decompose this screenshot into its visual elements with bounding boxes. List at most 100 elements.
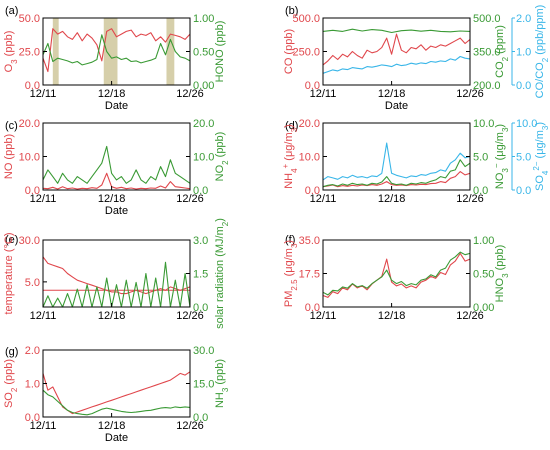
- series-line-right: [322, 28, 471, 34]
- x-axis-label: Date: [105, 100, 128, 112]
- x-tick-label: 12/18: [378, 193, 406, 205]
- y-right2-label-part: CO/CO: [534, 62, 546, 99]
- y-right-label-part: 2: [501, 56, 510, 61]
- y-right-label-part: (ppb): [214, 359, 226, 388]
- y-right-tick-label: 20.0: [193, 118, 214, 130]
- y-right-tick-label: 500.0: [473, 13, 501, 25]
- panel-letter: (c): [5, 120, 18, 132]
- y-right-axis-label: HNO3 (ppb): [494, 245, 510, 303]
- y-left-tick-label: 10.0: [299, 152, 320, 164]
- y-left-axis-label: CO (ppb): [283, 29, 295, 74]
- plot-frame: [322, 239, 471, 308]
- x-tick-label: 12/18: [98, 88, 126, 100]
- y-right-tick-label: 1.00: [193, 13, 214, 25]
- y-left-tick-label: 250.0: [292, 47, 320, 59]
- series-line-left: [42, 256, 191, 295]
- y-left-label-part: temperature (°C): [3, 232, 15, 314]
- y-right-tick-label: 0.50: [193, 47, 214, 59]
- y-left-tick-label: 0.0: [305, 80, 320, 92]
- y-right-tick-label: 0.0: [193, 185, 208, 197]
- x-tick-label: 12/11: [310, 88, 337, 100]
- y-left-axis-label: NH4+ (μg/m3): [281, 124, 299, 189]
- x-tick-label: 12/18: [378, 88, 406, 100]
- y-right2-label-part: (μg/m: [534, 130, 546, 161]
- y-right2-label-part: 4: [541, 170, 550, 175]
- x-tick-label: 12/18: [98, 310, 126, 322]
- y-left-tick-label: 17.5: [299, 269, 320, 281]
- series-line-left: [322, 33, 471, 66]
- y-right-tick-label: 1.00: [473, 235, 494, 247]
- y-left-label-part: (μg/m: [283, 132, 295, 163]
- y-right-label-part: (ppm): [494, 25, 506, 57]
- y-left-label-part: SO: [3, 392, 15, 408]
- y-left-tick-label: 0.0: [25, 185, 40, 197]
- y-left-axis-label: temperature (°C): [3, 232, 15, 314]
- y-right-label-part: 3: [501, 168, 510, 173]
- y-left-tick-label: 500.0: [292, 13, 320, 25]
- y-right-label-part: 3: [221, 387, 230, 392]
- x-tick-label: 12/26: [456, 310, 484, 322]
- x-tick-label: 12/18: [98, 193, 126, 205]
- x-tick-label: 12/11: [30, 193, 57, 205]
- y-left-tick-label: 1.0: [25, 379, 40, 391]
- plot-frame: [322, 17, 471, 86]
- x-tick-label: 12/26: [456, 193, 484, 205]
- x-tick-label: 12/26: [456, 88, 484, 100]
- y-right-axis-label: HONO (ppb): [214, 21, 226, 83]
- x-axis-label: Date: [105, 432, 128, 444]
- x-tick-label: 12/11: [30, 310, 57, 322]
- shaded-period: [166, 18, 175, 85]
- y-right-label-part: NO: [494, 172, 506, 189]
- y-right2-label-part: 2−: [532, 161, 541, 170]
- y-right-tick-label: 0.0: [193, 302, 208, 314]
- x-tick-label: 12/11: [310, 310, 337, 322]
- y-right2-tick-label: 0.0: [516, 185, 531, 197]
- y-right2-tick-label: 0.0: [516, 80, 531, 92]
- series-line-right: [42, 34, 191, 66]
- x-tick-label: 12/11: [30, 420, 57, 432]
- panel-b: (b) 12/11 12/18 12/26 Date 0.0 250.0 500.0 CO (p…: [283, 5, 550, 112]
- panel-letter: (f): [285, 234, 295, 246]
- panel-letter: (b): [285, 5, 298, 17]
- y-left-label-part: 4: [290, 168, 299, 173]
- y-right-tick-label: 10.0: [193, 152, 214, 164]
- y-left-label-part: PM: [283, 291, 295, 308]
- y-left-tick-label: 10.0: [19, 152, 40, 164]
- panel-letter: (e): [5, 234, 18, 246]
- y-left-tick-label: 25.0: [19, 47, 40, 59]
- y-right-tick-label: 0.0: [473, 185, 488, 197]
- series-line-right: [42, 389, 191, 416]
- series-line-right: [42, 145, 191, 184]
- y-left-label-part: ): [283, 124, 295, 128]
- y-right-tick-label: 0.00: [473, 302, 494, 314]
- y-left-tick-label: 0.0: [305, 302, 320, 314]
- y-right-axis-label: solar radiation (MJ/m2): [214, 218, 230, 329]
- y-right-label-part: 2: [221, 160, 230, 165]
- y-left-tick-label: 2.0: [25, 345, 40, 357]
- y-right-label-part: NO: [214, 164, 226, 181]
- y-left-label-part: ): [283, 240, 295, 244]
- y-left-axis-label: NO (ppb): [3, 134, 15, 179]
- y-left-label-part: +: [281, 163, 290, 168]
- y-right2-label-part: 3: [541, 125, 550, 130]
- y-right-label-part: (μg/m: [494, 132, 506, 163]
- y-right-tick-label: 15.0: [193, 379, 214, 391]
- y-right2-label-part: 2: [541, 57, 550, 62]
- y-right-label-part: HNO: [494, 277, 506, 302]
- y-right-label-part: solar radiation (MJ/m: [214, 226, 226, 329]
- y-left-tick-label: 0.0: [25, 80, 40, 92]
- y-right2-axis-label: SO42− (μg/m3): [532, 122, 550, 191]
- y-right-tick-label: 3.0: [193, 235, 208, 247]
- panel-letter: (g): [5, 346, 18, 358]
- x-axis-label: Date: [385, 100, 408, 112]
- series-line-right2: [322, 55, 471, 74]
- y-right-tick-label: 5.0: [473, 152, 488, 164]
- y-right-tick-label: 200.0: [473, 80, 501, 92]
- x-tick-label: 12/11: [30, 88, 57, 100]
- panel-letter: (a): [5, 5, 18, 17]
- y-left-label-part: 3: [10, 59, 19, 64]
- y-left-label-part: 3: [290, 127, 299, 132]
